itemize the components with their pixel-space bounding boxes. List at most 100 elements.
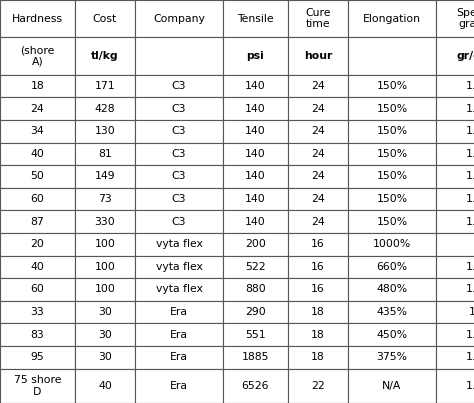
Text: 149: 149 — [95, 171, 115, 181]
Text: 1.04: 1.04 — [465, 285, 474, 295]
Bar — [288, 37, 348, 75]
Bar — [223, 233, 288, 256]
Bar — [348, 97, 436, 120]
Bar — [288, 75, 348, 97]
Text: 100: 100 — [94, 262, 116, 272]
Text: 24: 24 — [311, 217, 325, 226]
Text: 24: 24 — [311, 149, 325, 159]
Bar — [436, 97, 474, 120]
Text: 1885: 1885 — [242, 352, 269, 362]
Text: 1.08: 1.08 — [465, 330, 474, 340]
Text: 40: 40 — [30, 149, 45, 159]
Bar — [223, 278, 288, 301]
Bar — [436, 75, 474, 97]
Bar — [288, 346, 348, 369]
Text: 18: 18 — [311, 330, 325, 340]
Text: Company: Company — [153, 14, 205, 24]
Bar — [135, 143, 223, 165]
Text: C3: C3 — [172, 149, 186, 159]
Bar — [436, 188, 474, 210]
Text: Hardness: Hardness — [12, 14, 63, 24]
Bar — [135, 188, 223, 210]
Bar — [75, 37, 135, 75]
Text: 150%: 150% — [376, 194, 408, 204]
Bar — [75, 369, 135, 403]
Bar — [75, 0, 135, 37]
Text: 16: 16 — [311, 239, 325, 249]
Bar — [75, 256, 135, 278]
Text: 1.25: 1.25 — [465, 171, 474, 181]
Bar — [223, 188, 288, 210]
Text: 290: 290 — [245, 307, 266, 317]
Text: 24: 24 — [311, 126, 325, 136]
Bar — [223, 165, 288, 188]
Text: 150%: 150% — [376, 171, 408, 181]
Text: 60: 60 — [30, 285, 45, 295]
Text: Cost: Cost — [93, 14, 117, 24]
Bar — [288, 97, 348, 120]
Text: 18: 18 — [311, 307, 325, 317]
Text: 16: 16 — [311, 262, 325, 272]
Bar — [223, 301, 288, 323]
Bar — [436, 369, 474, 403]
Text: 24: 24 — [311, 194, 325, 204]
Text: 18: 18 — [311, 352, 325, 362]
Text: tl/kg: tl/kg — [91, 51, 119, 61]
Bar — [135, 120, 223, 143]
Text: Specific
gravity: Specific gravity — [456, 8, 474, 29]
Text: 16: 16 — [311, 285, 325, 295]
Bar — [436, 0, 474, 37]
Text: 140: 140 — [245, 171, 266, 181]
Bar — [348, 188, 436, 210]
Text: 40: 40 — [30, 262, 45, 272]
Bar — [288, 323, 348, 346]
Bar — [0, 0, 75, 37]
Bar — [288, 120, 348, 143]
Bar — [135, 37, 223, 75]
Text: 18: 18 — [31, 81, 45, 91]
Text: hour: hour — [304, 51, 332, 61]
Text: 87: 87 — [31, 217, 45, 226]
Text: 100: 100 — [94, 285, 116, 295]
Text: 150%: 150% — [376, 126, 408, 136]
Text: C3: C3 — [172, 217, 186, 226]
Text: 1.19: 1.19 — [465, 381, 474, 391]
Bar — [348, 301, 436, 323]
Text: 20: 20 — [30, 239, 45, 249]
Bar — [436, 210, 474, 233]
Text: 330: 330 — [95, 217, 115, 226]
Text: 40: 40 — [98, 381, 112, 391]
Text: N/A: N/A — [383, 381, 401, 391]
Text: 33: 33 — [31, 307, 45, 317]
Bar — [348, 75, 436, 97]
Text: 60: 60 — [30, 194, 45, 204]
Bar — [288, 0, 348, 37]
Text: 1.25: 1.25 — [465, 217, 474, 226]
Bar — [0, 120, 75, 143]
Bar — [0, 301, 75, 323]
Bar — [288, 188, 348, 210]
Bar — [436, 120, 474, 143]
Bar — [75, 323, 135, 346]
Text: 75 shore
D: 75 shore D — [14, 375, 61, 397]
Bar — [0, 369, 75, 403]
Text: 140: 140 — [245, 126, 266, 136]
Bar — [0, 188, 75, 210]
Text: 6526: 6526 — [242, 381, 269, 391]
Text: Era: Era — [170, 330, 188, 340]
Bar — [135, 233, 223, 256]
Bar — [436, 301, 474, 323]
Bar — [223, 37, 288, 75]
Bar — [75, 346, 135, 369]
Text: 24: 24 — [31, 104, 45, 114]
Bar — [75, 75, 135, 97]
Bar — [0, 210, 75, 233]
Text: 1.25: 1.25 — [465, 81, 474, 91]
Bar — [135, 301, 223, 323]
Bar — [223, 323, 288, 346]
Bar — [75, 97, 135, 120]
Bar — [348, 0, 436, 37]
Bar — [223, 0, 288, 37]
Text: 95: 95 — [31, 352, 45, 362]
Bar — [0, 75, 75, 97]
